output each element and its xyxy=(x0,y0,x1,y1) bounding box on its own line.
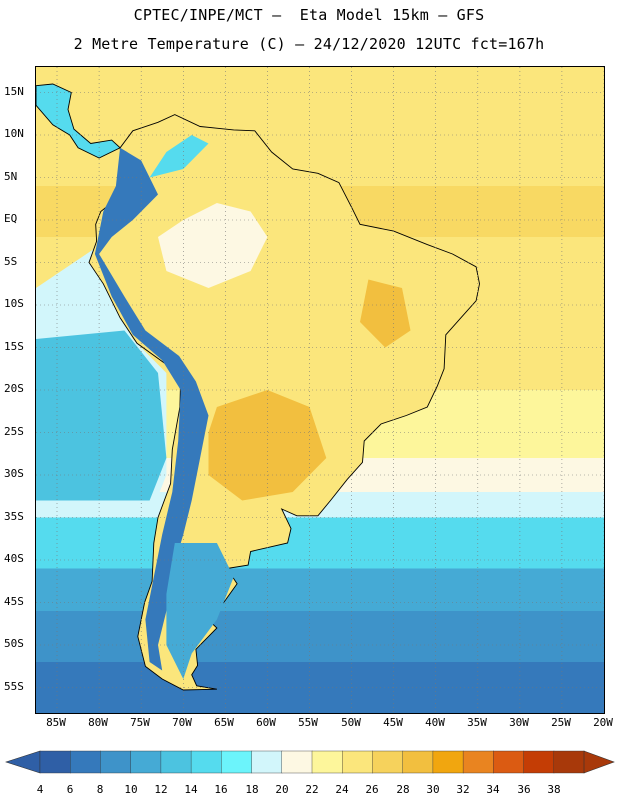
color-scale-level-label: 32 xyxy=(456,783,470,796)
longitude-label: 50W xyxy=(341,716,361,729)
ocean-band-7 xyxy=(36,517,604,569)
longitude-label: 60W xyxy=(256,716,276,729)
latitude-label: EQ xyxy=(4,212,18,225)
longitude-label: 85W xyxy=(46,716,66,729)
color-scale-swatch xyxy=(281,750,313,774)
longitude-label: 70W xyxy=(172,716,192,729)
latitude-label: 5S xyxy=(4,255,18,268)
color-scale-right-arrow xyxy=(583,750,615,774)
color-scale-level-label: 14 xyxy=(184,783,198,796)
latitude-label: 40S xyxy=(4,552,24,565)
color-scale-swatch xyxy=(311,750,343,774)
color-scale-swatch xyxy=(402,750,434,774)
color-scale-swatch xyxy=(160,750,192,774)
temperature-map xyxy=(35,66,605,714)
color-scale-swatch xyxy=(372,750,404,774)
longitude-label: 40W xyxy=(425,716,445,729)
color-scale-level-label: 24 xyxy=(335,783,349,796)
color-scale-level-label: 4 xyxy=(36,783,44,796)
latitude-label: 50S xyxy=(4,637,24,650)
latitude-label: 20S xyxy=(4,382,24,395)
color-scale-left-arrow xyxy=(5,750,41,774)
color-scale-swatch xyxy=(342,750,374,774)
latitude-label: 10S xyxy=(4,297,24,310)
color-scale-level-label: 36 xyxy=(517,783,531,796)
map-gridlines xyxy=(36,67,604,713)
color-scale-swatch xyxy=(190,750,222,774)
longitude-label: 30W xyxy=(509,716,529,729)
color-scale-swatch xyxy=(69,750,101,774)
latitude-label: 35S xyxy=(4,510,24,523)
latitude-label: 15S xyxy=(4,340,24,353)
color-scale-level-label: 6 xyxy=(66,783,74,796)
color-scale-level-label: 16 xyxy=(214,783,228,796)
color-scale-level-label: 20 xyxy=(275,783,289,796)
longitude-label: 45W xyxy=(383,716,403,729)
longitude-label: 35W xyxy=(467,716,487,729)
amazon-cool-region xyxy=(158,203,268,288)
longitude-label: 20W xyxy=(593,716,613,729)
color-scale-swatch xyxy=(523,750,555,774)
map-title-line-1: CPTEC/INPE/MCT – Eta Model 15km – GFS xyxy=(133,6,485,24)
latitude-label: 55S xyxy=(4,680,24,693)
color-scale-swatch xyxy=(221,750,253,774)
color-scale-level-label: 12 xyxy=(154,783,168,796)
central-brazil-warm-region xyxy=(360,279,411,348)
latitude-label: 15N xyxy=(4,85,24,98)
color-scale-level-label: 28 xyxy=(396,783,410,796)
ocean-band-9 xyxy=(36,611,604,663)
color-scale-level-label: 34 xyxy=(486,783,500,796)
longitude-label: 65W xyxy=(214,716,234,729)
pacific-cold-water xyxy=(36,330,167,501)
longitude-label: 80W xyxy=(88,716,108,729)
color-scale-level-label: 8 xyxy=(96,783,104,796)
color-scale-swatch xyxy=(432,750,464,774)
chaco-warm-region xyxy=(208,390,327,501)
color-scale-swatch xyxy=(462,750,494,774)
latitude-label: 10N xyxy=(4,127,24,140)
ocean-band-8 xyxy=(36,568,604,612)
andes-cold-region xyxy=(94,147,209,680)
color-scale-level-label: 30 xyxy=(426,783,440,796)
map-title-line-2: 2 Metre Temperature (C) – 24/12/2020 12U… xyxy=(73,35,545,53)
latitude-label: 5N xyxy=(4,170,18,183)
latitude-label: 30S xyxy=(4,467,24,480)
color-scale-swatch xyxy=(39,750,71,774)
color-scale-level-label: 22 xyxy=(305,783,319,796)
color-scale-swatch xyxy=(251,750,283,774)
color-scale-swatch xyxy=(493,750,525,774)
longitude-label: 75W xyxy=(130,716,150,729)
temperature-color-scale xyxy=(5,750,615,774)
color-scale-swatch xyxy=(100,750,132,774)
central-america-landmass xyxy=(36,83,121,159)
color-scale-level-label: 38 xyxy=(547,783,561,796)
color-scale-level-label: 10 xyxy=(124,783,138,796)
land-temperature-field xyxy=(36,83,480,691)
latitude-label: 25S xyxy=(4,425,24,438)
color-scale-swatch xyxy=(553,750,585,774)
patagonia-cool-region xyxy=(166,543,234,679)
venezuela-highlands xyxy=(149,135,209,178)
color-scale-swatch xyxy=(130,750,162,774)
color-scale-level-label: 26 xyxy=(365,783,379,796)
longitude-label: 25W xyxy=(551,716,571,729)
latitude-label: 45S xyxy=(4,595,24,608)
longitude-label: 55W xyxy=(298,716,318,729)
color-scale-level-label: 18 xyxy=(245,783,259,796)
